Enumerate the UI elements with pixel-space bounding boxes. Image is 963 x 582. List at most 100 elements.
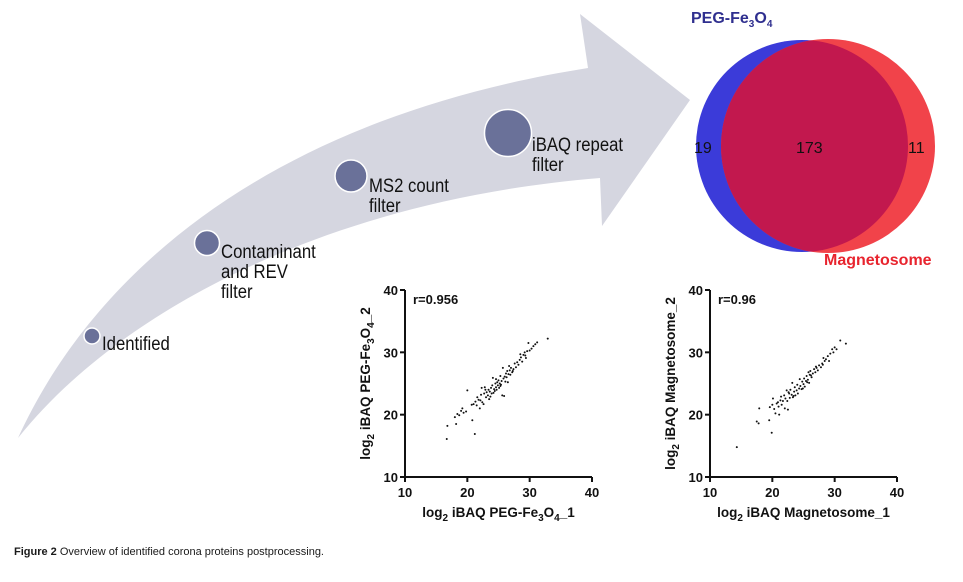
venn-count-peg-only: 19 [694,140,712,157]
data-point [819,366,822,369]
data-point [735,446,738,449]
data-point [492,391,495,394]
data-point [786,408,789,411]
data-point [783,407,786,410]
data-point [813,368,816,371]
figure-caption: Figure 2 Overview of identified corona p… [14,546,324,558]
data-point [775,402,778,405]
data-point [828,360,831,363]
data-point [504,380,507,383]
data-point [517,363,520,366]
venn-label-peg-mid: O [754,10,767,27]
y-tick-label: 10 [384,470,398,485]
data-point [477,398,480,401]
data-point [546,337,549,340]
venn-overlap [721,40,908,252]
data-point [486,394,489,397]
data-point [508,365,511,368]
data-point [786,399,789,402]
data-point [491,376,494,379]
data-point [835,348,838,351]
data-point [757,422,760,425]
data-point [491,384,494,387]
data-point [494,382,497,385]
data-point [474,400,477,403]
figure-caption-text: Overview of identified corona proteins p… [56,546,324,558]
data-point [493,388,496,391]
venn-label-peg-sub2: 4 [766,19,773,31]
x-axis-label-part: iBAQ Magnetosome_1 [743,505,891,520]
x-tick-label: 10 [398,485,412,500]
x-axis-label-part: O [544,505,555,520]
venn-label-peg-sub1: 3 [748,19,755,31]
data-point [773,408,776,411]
data-point [799,384,802,387]
data-point [495,386,498,389]
y-axis-label: log2 iBAQ Magnetosome_2 [663,297,682,470]
correlation-annotation: r=0.956 [413,292,458,307]
data-point [528,349,531,352]
data-point [495,388,498,391]
x-tick-label: 30 [522,485,536,500]
data-point [805,375,808,378]
data-point [513,362,516,365]
data-point [502,377,505,380]
data-point [456,413,459,416]
data-point [792,394,795,397]
venn-count-overlap: 173 [796,140,823,157]
step-node-ms2 [334,159,368,193]
data-point [508,369,511,372]
data-point [458,414,461,417]
data-point [809,374,812,377]
data-point [509,373,512,376]
data-point [814,371,817,374]
x-axis-label-part: _1 [559,505,576,520]
x-tick-label: 20 [460,485,474,500]
data-point [460,409,463,412]
data-point [462,411,465,414]
data-point [475,404,478,407]
data-point [798,387,801,390]
data-point [506,370,509,373]
data-point [826,355,829,358]
data-point [481,401,484,404]
data-point [779,399,782,402]
data-point [479,399,482,402]
data-point [465,410,468,413]
data-point [768,406,771,409]
y-axis-label-part: 4 [366,322,377,328]
data-point [524,354,527,357]
data-point [504,372,507,375]
data-point [806,378,809,381]
data-point [512,368,515,371]
venn-count-magnetosome-only: 11 [908,140,925,157]
data-point [509,366,512,369]
data-point [771,397,774,400]
data-point [478,407,481,410]
data-point [521,360,524,363]
data-point [501,366,504,369]
data-point [500,380,503,383]
data-point [516,361,519,364]
y-axis-label-part: 2 [671,444,682,450]
data-point [506,381,509,384]
venn-label-peg: PEG-Fe3O4 [691,10,772,30]
data-point [778,413,781,416]
x-tick-label: 20 [765,485,779,500]
data-point [519,353,522,356]
data-point [499,384,502,387]
y-axis-label-part: iBAQ PEG-Fe [358,343,373,434]
data-point [780,403,783,406]
data-point [495,378,498,381]
data-point [455,423,458,426]
data-point [522,353,525,356]
data-point [831,348,834,351]
data-point [822,356,825,359]
data-point [810,376,813,379]
data-point [832,351,835,354]
data-point [485,396,488,399]
step-label-ms2: MS2 count filter [369,176,449,217]
data-point [532,345,535,348]
y-axis-label-part: _2 [358,307,373,323]
